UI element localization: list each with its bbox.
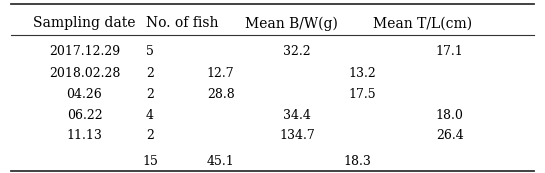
Text: 2: 2: [146, 129, 154, 142]
Text: 134.7: 134.7: [279, 129, 315, 142]
Text: 26.4: 26.4: [436, 129, 463, 142]
Text: Mean T/L(cm): Mean T/L(cm): [373, 16, 472, 30]
Text: 28.8: 28.8: [207, 88, 234, 101]
Text: 34.4: 34.4: [283, 108, 311, 122]
Text: 2017.12.29: 2017.12.29: [49, 44, 120, 58]
Text: 17.1: 17.1: [436, 44, 463, 58]
Text: 2: 2: [146, 88, 154, 101]
Text: 04.26: 04.26: [66, 88, 102, 101]
Text: 18.3: 18.3: [343, 155, 371, 168]
Text: 18.0: 18.0: [435, 108, 464, 122]
Text: No. of fish: No. of fish: [146, 16, 219, 30]
Text: 4: 4: [146, 108, 154, 122]
Text: 17.5: 17.5: [349, 88, 376, 101]
Text: 2: 2: [146, 67, 154, 80]
Text: Sampling date: Sampling date: [33, 16, 136, 30]
Text: 2018.02.28: 2018.02.28: [49, 67, 120, 80]
Text: 06.22: 06.22: [66, 108, 102, 122]
Text: 11.13: 11.13: [66, 129, 102, 142]
Text: 45.1: 45.1: [207, 155, 234, 168]
Text: 12.7: 12.7: [207, 67, 234, 80]
Text: 32.2: 32.2: [283, 44, 311, 58]
Text: 15: 15: [142, 155, 158, 168]
Text: 13.2: 13.2: [349, 67, 376, 80]
Text: Mean B/W(g): Mean B/W(g): [245, 16, 338, 31]
Text: 5: 5: [146, 44, 154, 58]
